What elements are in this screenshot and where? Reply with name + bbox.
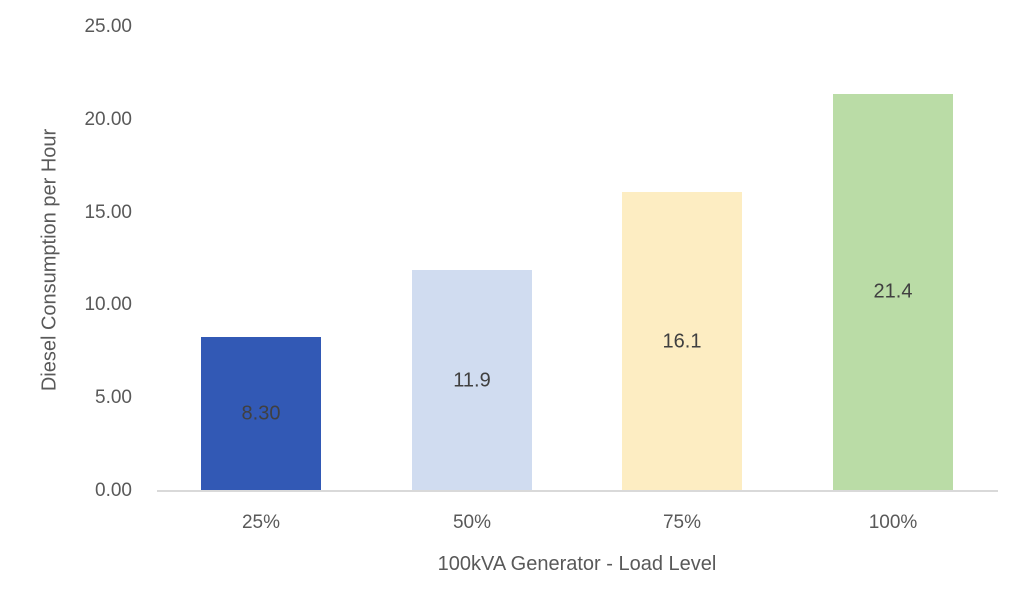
data-label: 8.30 xyxy=(241,402,281,425)
x-axis-label: 100kVA Generator - Load Level xyxy=(437,553,717,575)
bar-50pct xyxy=(412,270,532,491)
data-label: 21.4 xyxy=(873,280,913,303)
bar-25pct xyxy=(201,336,321,491)
x-axis-line xyxy=(157,490,998,492)
x-tick: 25% xyxy=(241,512,281,533)
y-axis-label: Diesel Consumption per Hour xyxy=(38,128,61,392)
y-tick: 10.00 xyxy=(84,294,132,316)
x-tick: 50% xyxy=(452,512,492,533)
y-tick: 0.00 xyxy=(95,480,132,501)
bar-75pct xyxy=(622,192,742,491)
y-tick: 25.00 xyxy=(84,16,132,37)
x-tick: 75% xyxy=(662,512,702,533)
data-label: 11.9 xyxy=(453,369,491,392)
y-tick: 15.00 xyxy=(84,201,132,223)
x-tick: 100% xyxy=(868,512,918,533)
y-tick: 5.00 xyxy=(95,387,132,409)
data-label: 16.1 xyxy=(662,330,702,353)
y-tick: 20.00 xyxy=(84,108,132,130)
bar-100pct xyxy=(833,93,953,491)
